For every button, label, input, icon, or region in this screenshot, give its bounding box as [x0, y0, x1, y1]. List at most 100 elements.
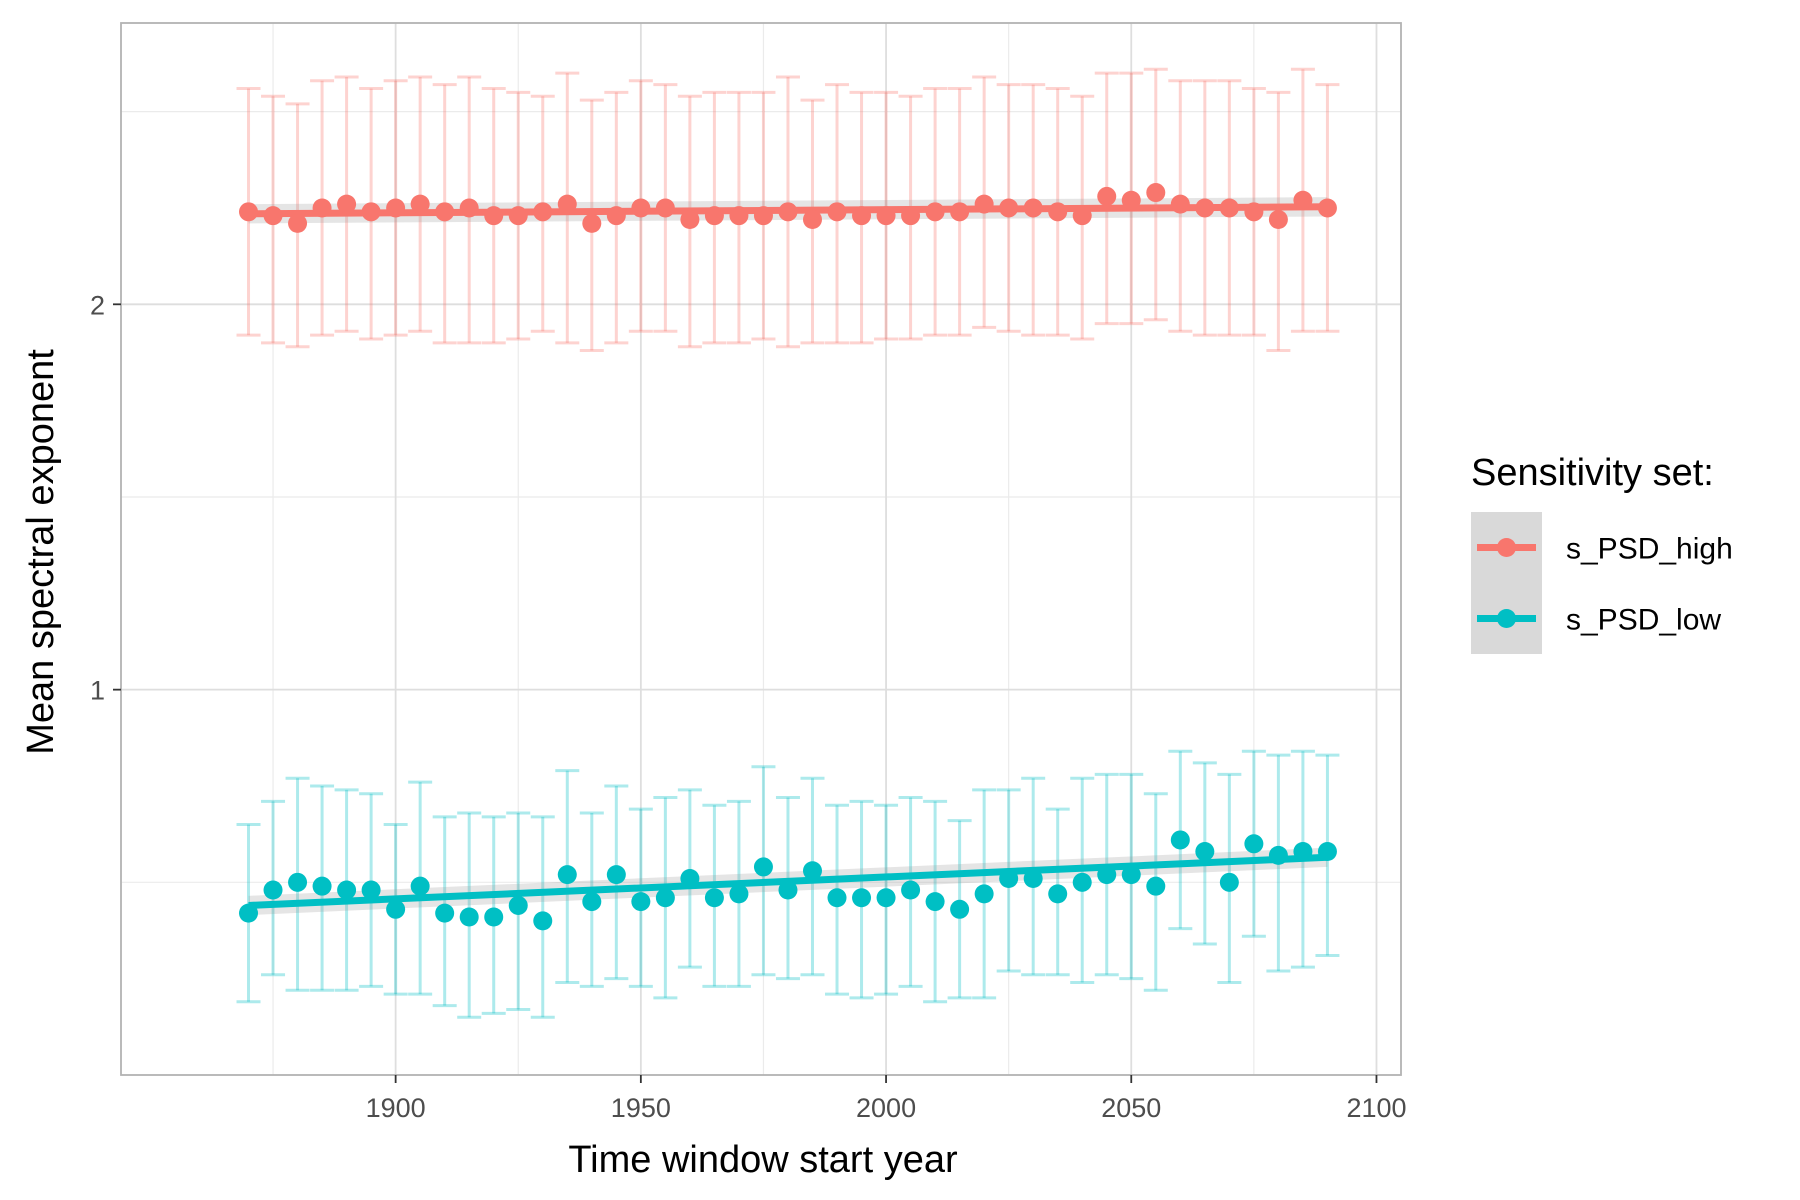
legend-label: s_PSD_high — [1566, 533, 1733, 566]
data-point — [655, 888, 675, 908]
data-point — [1097, 186, 1117, 206]
data-point — [459, 198, 479, 218]
data-point — [263, 880, 283, 900]
data-point — [974, 884, 994, 904]
data-point — [1219, 198, 1239, 218]
data-point — [925, 892, 945, 912]
data-point — [1121, 190, 1141, 210]
data-point — [1219, 872, 1239, 892]
data-point — [999, 868, 1019, 888]
data-point — [852, 888, 872, 908]
data-point — [1023, 868, 1043, 888]
data-point — [288, 872, 308, 892]
data-point — [1023, 198, 1043, 218]
data-point — [239, 903, 259, 923]
x-tick-label: 2000 — [856, 1093, 916, 1123]
data-point — [582, 892, 602, 912]
data-point — [1195, 841, 1215, 861]
data-point — [1244, 202, 1264, 222]
data-point — [704, 206, 724, 226]
data-point — [753, 206, 773, 226]
data-point — [1146, 876, 1166, 896]
x-axis-ticks: 1900 1950 2000 2050 2100 — [366, 1075, 1407, 1123]
data-point — [557, 194, 577, 214]
data-point — [459, 907, 479, 927]
data-point — [533, 202, 553, 222]
data-point — [778, 880, 798, 900]
data-point — [901, 206, 921, 226]
data-point — [999, 198, 1019, 218]
data-point — [606, 865, 626, 885]
data-point — [680, 210, 700, 230]
data-point — [410, 876, 430, 896]
data-point — [239, 202, 259, 222]
x-tick-label: 2050 — [1101, 1093, 1161, 1123]
data-point — [582, 213, 602, 233]
data-point — [925, 202, 945, 222]
legend-item-s_PSD_high: s_PSD_high — [1471, 512, 1733, 583]
panel-background — [121, 23, 1401, 1075]
data-point — [901, 880, 921, 900]
legend-title: Sensitivity set: — [1471, 452, 1714, 494]
data-point — [1293, 190, 1313, 210]
data-point — [1244, 834, 1264, 854]
data-point — [361, 202, 381, 222]
data-point — [533, 911, 553, 931]
data-point — [435, 202, 455, 222]
panel-border — [120, 22, 1402, 1076]
data-point — [827, 888, 847, 908]
data-point — [1048, 884, 1068, 904]
legend-keys: s_PSD_high s_PSD_low — [1471, 512, 1733, 654]
data-point — [827, 202, 847, 222]
y-tick-label: 2 — [90, 290, 105, 320]
y-axis-title: Mean spectral exponent — [20, 349, 62, 755]
data-point — [386, 899, 406, 919]
data-point — [1121, 865, 1141, 885]
data-point — [508, 895, 528, 915]
data-point — [484, 206, 504, 226]
data-point — [1072, 872, 1092, 892]
data-point — [631, 198, 651, 218]
data-point — [1048, 202, 1068, 222]
data-point — [950, 899, 970, 919]
data-point — [1097, 865, 1117, 885]
data-point — [557, 865, 577, 885]
data-point — [1268, 210, 1288, 230]
data-point — [484, 907, 504, 927]
data-point — [337, 194, 357, 214]
legend-item-s_PSD_low: s_PSD_low — [1471, 583, 1721, 654]
legend-label: s_PSD_low — [1566, 604, 1721, 637]
data-point — [802, 861, 822, 881]
data-point — [410, 194, 430, 214]
data-point — [802, 210, 822, 230]
x-tick-label: 1950 — [611, 1093, 671, 1123]
data-point — [729, 884, 749, 904]
y-tick-label: 1 — [90, 676, 105, 706]
data-point — [876, 206, 896, 226]
legend: Sensitivity set: s_PSD_high s_PSD_low — [1471, 452, 1733, 654]
data-point — [337, 880, 357, 900]
plot-panel — [120, 22, 1402, 1076]
data-point — [778, 202, 798, 222]
data-point — [852, 206, 872, 226]
data-point — [1268, 845, 1288, 865]
data-point — [1317, 198, 1337, 218]
data-point — [288, 213, 308, 233]
data-point — [704, 888, 724, 908]
data-point — [263, 206, 283, 226]
x-tick-label: 2100 — [1346, 1093, 1406, 1123]
data-point — [1170, 194, 1190, 214]
data-point — [1072, 206, 1092, 226]
x-tick-label: 1900 — [366, 1093, 426, 1123]
data-point — [606, 206, 626, 226]
data-point — [1317, 841, 1337, 861]
data-point — [753, 857, 773, 877]
data-point — [435, 903, 455, 923]
data-point — [1146, 183, 1166, 203]
data-point — [361, 880, 381, 900]
data-point — [312, 198, 332, 218]
data-point — [1195, 198, 1215, 218]
data-point — [974, 194, 994, 214]
data-point — [508, 206, 528, 226]
